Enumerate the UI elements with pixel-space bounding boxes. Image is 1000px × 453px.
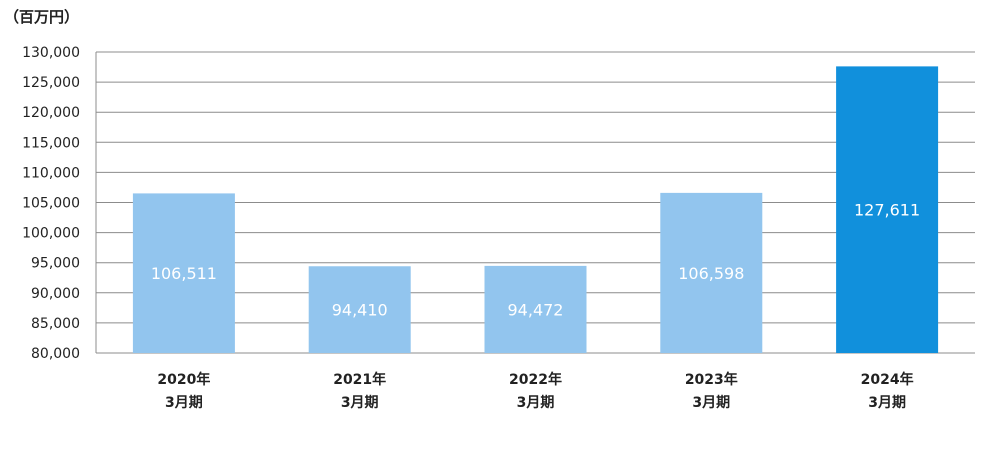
x-tick-label: 2022年 — [509, 371, 562, 388]
data-labels: 106,511 94,410 94,472 106,598 127,611 — [151, 201, 920, 320]
bar — [132, 193, 235, 353]
y-tick-label: 85,000 — [31, 316, 80, 332]
y-tick-label: 110,000 — [22, 165, 80, 181]
x-tick-label: 3月期 — [868, 395, 906, 411]
bars — [132, 66, 939, 354]
y-axis-labels: 80,000 85,000 90,000 95,000 100,000 105,000 11… — [22, 45, 80, 362]
x-axis-labels: 2020年 3月期 2021年 3月期 2022年 3月期 2023年 3月期 2024年 3月期 — [157, 371, 913, 411]
y-tick-label: 90,000 — [31, 286, 80, 302]
data-label: 94,410 — [332, 301, 388, 320]
x-tick-label: 3月期 — [692, 395, 730, 411]
y-tick-label: 95,000 — [31, 256, 80, 272]
x-tick-label: 2023年 — [685, 371, 738, 388]
x-tick-label: 2020年 — [157, 371, 210, 388]
y-tick-label: 100,000 — [22, 226, 80, 242]
x-tick-label: 3月期 — [165, 395, 203, 411]
y-tick-label: 115,000 — [22, 135, 80, 151]
bar — [836, 66, 939, 354]
data-label: 106,598 — [678, 264, 744, 283]
data-label: 94,472 — [508, 300, 564, 319]
data-label: 127,611 — [854, 201, 920, 220]
data-label: 106,511 — [151, 264, 217, 283]
y-tick-label: 120,000 — [22, 105, 80, 121]
x-tick-label: 2024年 — [861, 371, 914, 388]
y-tick-label: 130,000 — [22, 45, 80, 61]
unit-label: （百万円） — [4, 8, 80, 26]
x-tick-label: 2021年 — [333, 371, 386, 388]
x-tick-label: 3月期 — [517, 395, 555, 411]
bar — [660, 192, 763, 353]
y-tick-label: 105,000 — [22, 196, 80, 212]
y-tick-label: 80,000 — [31, 346, 80, 362]
bar — [308, 266, 411, 353]
x-tick-label: 3月期 — [341, 395, 379, 411]
y-tick-label: 125,000 — [22, 75, 80, 91]
bar — [484, 265, 587, 353]
